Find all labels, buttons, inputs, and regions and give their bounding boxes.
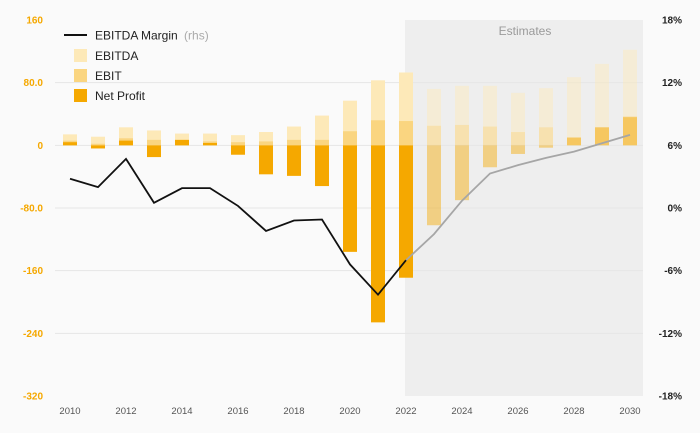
ebit-bar: [147, 139, 161, 146]
left-tick-label: 0: [37, 141, 43, 152]
legend-label-ebit: EBIT: [95, 69, 122, 83]
margin-line: [69, 134, 631, 297]
ebit-bar: [287, 139, 301, 146]
legend-swatch-ebitda: [74, 49, 87, 62]
net-profit-bar: [287, 145, 301, 176]
legend-label-ebitda: EBITDA: [95, 49, 138, 63]
left-tick-label: 160: [26, 16, 43, 27]
net-profit-bar: [427, 145, 441, 226]
net-profit-bar: [623, 117, 637, 146]
ebitda-bar: [427, 88, 441, 146]
estimates-label: Estimates: [499, 24, 552, 38]
net-profit-bar: [147, 145, 161, 158]
right-tick-label: -18%: [659, 392, 682, 403]
net-profit-bar: [203, 142, 217, 146]
legend: EBITDA Margin (rhs) EBITDA EBIT Net Prof…: [64, 29, 209, 103]
left-tick-label: -240: [23, 329, 43, 340]
x-tick-label: 2022: [395, 406, 416, 417]
left-tick-label: -80.0: [20, 204, 43, 215]
margin-line-estimates: [405, 134, 631, 261]
left-tick-label: 80.0: [24, 78, 44, 89]
left-tick-label: -160: [23, 266, 43, 277]
x-tick-label: 2026: [507, 406, 528, 417]
ebit-bar: [343, 131, 357, 146]
x-tick-label: 2028: [563, 406, 584, 417]
ebitda-bar: [203, 133, 217, 146]
net-profit-bar: [567, 137, 581, 146]
x-tick-label: 2012: [115, 406, 136, 417]
ebit-bar: [315, 139, 329, 146]
x-axis: 2010 2012 2014 2016 2018 2020 2022 2024 2026 2028…: [59, 406, 640, 417]
net-profit-bar: [399, 145, 413, 278]
ebit-bar: [595, 127, 609, 146]
x-tick-label: 2010: [59, 406, 80, 417]
left-axis: 160 80.0 0 -80.0 -160 -240 -320: [20, 16, 43, 403]
x-tick-label: 2024: [451, 406, 472, 417]
ebit-bar: [399, 121, 413, 146]
x-tick-label: 2030: [619, 406, 640, 417]
net-profit-bar: [315, 145, 329, 187]
net-profit-bar: [455, 145, 469, 201]
ebitda-bar: [63, 134, 77, 146]
ebit-bar: [483, 126, 497, 146]
right-tick-label: 18%: [662, 16, 682, 27]
ebitda-bar: [231, 135, 245, 146]
ebitda-bar: [595, 63, 609, 146]
x-tick-label: 2020: [339, 406, 360, 417]
net-profit-bar: [175, 139, 189, 146]
net-profit-bar: [231, 145, 245, 155]
x-tick-label: 2014: [171, 406, 192, 417]
ebit-bar: [371, 120, 385, 146]
net-profit-bar: [595, 127, 609, 146]
ebitda-bar: [455, 85, 469, 146]
right-axis: 18% 12% 6% 0% -6% -12% -18%: [659, 16, 682, 403]
net-profit-bar: [63, 142, 77, 146]
legend-swatch-ebit: [74, 69, 87, 82]
net-profit-bar: [91, 145, 105, 149]
right-tick-label: -6%: [664, 266, 682, 277]
ebitda-bar: [539, 88, 553, 146]
ebitda-bar: [483, 85, 497, 146]
margin-line-actual: [69, 157, 407, 297]
ebit-bar: [91, 143, 105, 146]
ebit-bar: [259, 141, 273, 146]
right-tick-label: 0%: [668, 204, 683, 215]
bars: [63, 49, 637, 323]
legend-label-margin: EBITDA Margin (rhs): [95, 29, 209, 43]
ebit-bar: [623, 116, 637, 146]
ebit-bar: [455, 124, 469, 146]
legend-label-net-profit: Net Profit: [95, 89, 146, 103]
ebit-bar: [567, 137, 581, 146]
net-profit-bar: [343, 145, 357, 252]
net-profit-bar: [511, 145, 525, 154]
x-tick-label: 2018: [283, 406, 304, 417]
ebitda-bar: [623, 49, 637, 146]
ebitda-bar: [511, 92, 525, 146]
right-tick-label: -12%: [659, 329, 682, 340]
net-profit-bar: [371, 145, 385, 323]
ebitda-bar: [91, 136, 105, 146]
net-profit-bar: [259, 145, 273, 175]
ebit-bar: [511, 132, 525, 146]
net-profit-bar: [539, 145, 553, 148]
ebit-bar: [427, 125, 441, 146]
right-tick-label: 6%: [668, 141, 683, 152]
net-profit-bar: [483, 145, 497, 168]
ebit-bar: [231, 142, 245, 146]
ebitda-bar: [175, 133, 189, 146]
x-tick-label: 2016: [227, 406, 248, 417]
ebitda-bar: [567, 77, 581, 146]
ebit-bar: [539, 127, 553, 146]
right-tick-label: 12%: [662, 78, 682, 89]
net-profit-bar: [119, 140, 133, 146]
ebitda-bar: [315, 115, 329, 146]
left-tick-label: -320: [23, 392, 43, 403]
legend-swatch-net-profit: [74, 89, 87, 102]
